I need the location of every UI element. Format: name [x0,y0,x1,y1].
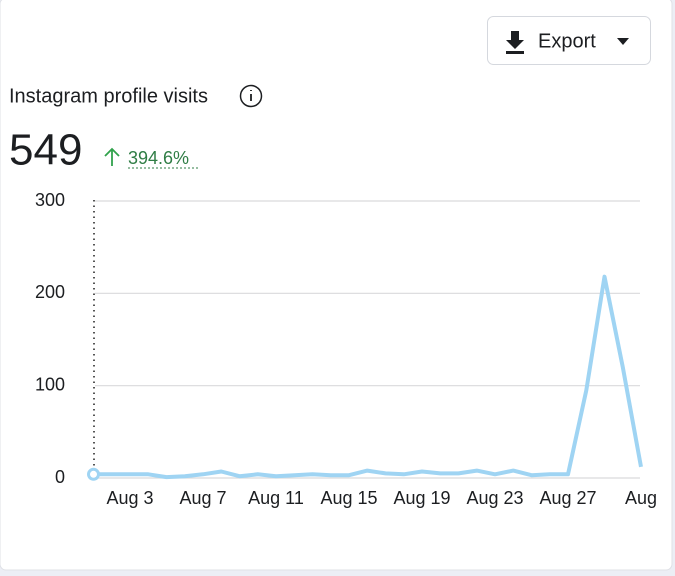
total-value: 549 [9,126,82,175]
hover-point [87,467,100,481]
line [93,274,643,480]
x-tick-label: Aug 15 [320,488,377,508]
y-tick-label: 200 [35,282,65,302]
x-tick-label: Aug 19 [393,488,450,508]
download-icon [506,31,524,54]
export-label[interactable]: Export [538,30,596,52]
x-tick-label: Aug 27 [539,488,596,508]
change-value[interactable]: 394.6% [128,148,189,168]
info-icon[interactable] [239,84,263,108]
info-circle[interactable] [239,84,263,108]
y-tick-label: 100 [35,374,65,394]
x-tick-label: Aug 11 [248,488,304,508]
x-tick-label: Aug 7 [179,488,226,508]
y-tick-label: 0 [55,467,65,487]
x-tick-label: Aug 3 [106,488,153,508]
up-arrow [104,147,120,166]
y-tick-label: 300 [35,190,65,210]
dropdown-caret [617,38,629,45]
x-tick-label: Aug 23 [466,488,523,508]
chart-title: Instagram profile visits [9,85,208,107]
button-frame[interactable] [487,16,651,65]
x-tick-label: Aug [625,488,657,508]
export-button[interactable]: Export [487,16,651,65]
